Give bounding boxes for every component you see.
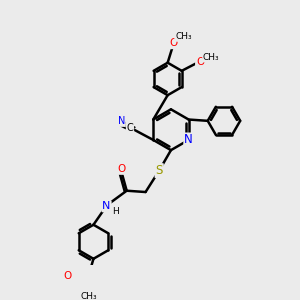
Text: C: C bbox=[127, 123, 133, 133]
Text: N: N bbox=[118, 116, 125, 126]
Text: O: O bbox=[169, 38, 178, 48]
Text: O: O bbox=[64, 271, 72, 281]
Text: S: S bbox=[155, 164, 163, 177]
Text: CH₃: CH₃ bbox=[175, 32, 192, 41]
Text: H: H bbox=[112, 207, 119, 216]
Text: O: O bbox=[117, 164, 126, 174]
Text: O: O bbox=[196, 57, 204, 67]
Text: N: N bbox=[102, 201, 111, 212]
Text: CH₃: CH₃ bbox=[203, 53, 220, 62]
Text: N: N bbox=[184, 134, 193, 146]
Text: CH₃: CH₃ bbox=[80, 292, 97, 300]
